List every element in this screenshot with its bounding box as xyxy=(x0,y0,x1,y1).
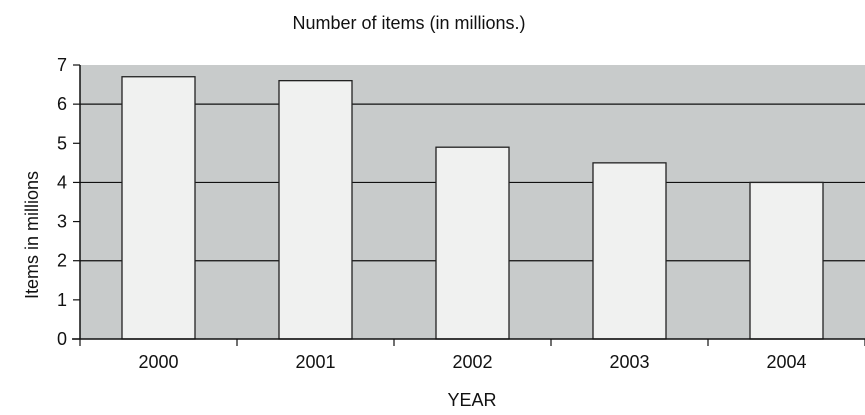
y-tick-label: 2 xyxy=(57,251,67,271)
x-tick-label: 2002 xyxy=(452,352,492,372)
x-tick-label: 2000 xyxy=(138,352,178,372)
bar-2002 xyxy=(435,146,510,340)
chart-title: Number of items (in millions.) xyxy=(292,13,525,33)
bar-2001 xyxy=(278,80,353,340)
x-tick-label: 2001 xyxy=(295,352,335,372)
y-tick-label: 7 xyxy=(57,55,67,75)
x-tick-label: 2003 xyxy=(609,352,649,372)
y-tick-label: 5 xyxy=(57,133,67,153)
bar-2003 xyxy=(592,162,667,340)
y-tick-label: 0 xyxy=(57,329,67,349)
x-axis-ticks: 2000 2001 2002 2003 2004 xyxy=(79,339,865,372)
x-axis-title: YEAR xyxy=(447,390,496,410)
y-tick-label: 3 xyxy=(57,212,67,232)
bars xyxy=(121,76,824,340)
y-tick-label: 6 xyxy=(57,94,67,114)
y-tick-label: 4 xyxy=(57,172,67,192)
x-tick-label: 2004 xyxy=(766,352,806,372)
y-axis-ticks: 0 1 2 3 4 5 6 7 xyxy=(57,55,80,349)
y-axis-title: Items in millions xyxy=(22,171,42,299)
y-tick-label: 1 xyxy=(57,290,67,310)
bar-2004 xyxy=(749,181,824,340)
bar-2000 xyxy=(121,76,196,340)
